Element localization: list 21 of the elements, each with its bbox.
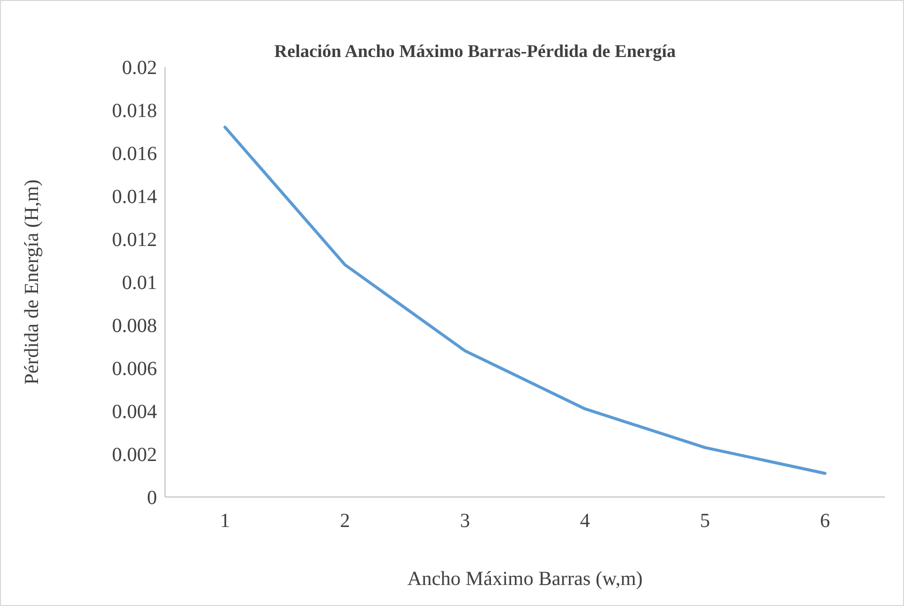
line-series <box>224 126 826 475</box>
x-tick-label: 4 <box>580 510 590 532</box>
y-tick-label: 0.014 <box>112 186 157 208</box>
y-axis-title: Pérdida de Energía (H,m) <box>21 179 43 385</box>
y-tick-label: 0.018 <box>112 100 157 122</box>
y-tick-label: 0 <box>147 487 157 509</box>
x-tick-label: 3 <box>460 510 470 532</box>
y-tick-label: 0.002 <box>112 444 157 466</box>
y-tick-label: 0.02 <box>122 57 157 79</box>
y-tick-label: 0.012 <box>112 229 157 251</box>
x-tick-label: 5 <box>700 510 710 532</box>
y-tick-label: 0.004 <box>112 401 157 423</box>
y-tick-label: 0.008 <box>112 315 157 337</box>
x-tick-label: 2 <box>340 510 350 532</box>
chart-title: Relación Ancho Máximo Barras-Pérdida de Energía <box>274 41 676 61</box>
x-axis-title: Ancho Máximo Barras (w,m) <box>407 568 643 590</box>
x-tick-label: 6 <box>820 510 830 532</box>
x-tick-label: 1 <box>220 510 230 532</box>
y-tick-label: 0.016 <box>112 143 157 165</box>
y-tick-label: 0.01 <box>122 272 157 294</box>
y-tick-label: 0.006 <box>112 358 157 380</box>
